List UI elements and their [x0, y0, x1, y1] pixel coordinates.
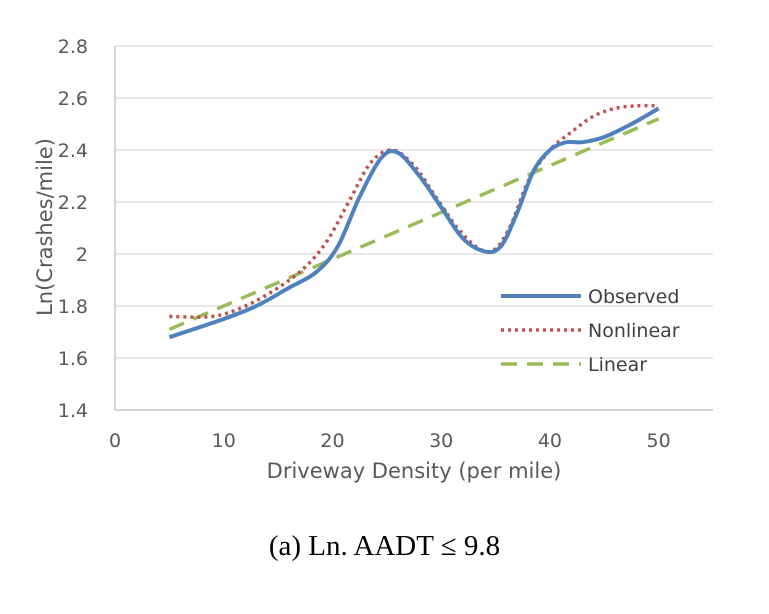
x-tick-labels: 0 10 20 30 40 50 [109, 430, 671, 452]
legend-label-observed: Observed [588, 286, 679, 308]
x-tick-label: 40 [538, 430, 562, 452]
y-tick-label: 1.6 [58, 348, 88, 370]
legend-label-linear: Linear [588, 354, 647, 376]
y-tick-label: 2.6 [58, 88, 88, 110]
y-tick-label: 2.4 [58, 140, 88, 162]
y-tick-label: 2.8 [58, 36, 88, 58]
series-line-nonlinear [169, 103, 659, 319]
x-tick-label: 30 [429, 430, 453, 452]
y-tick-label: 2.2 [58, 192, 88, 214]
series-line-linear [168, 117, 660, 332]
legend: Observed Nonlinear Linear [501, 286, 680, 376]
y-axis-title: Ln(Crashes/mile) [33, 138, 57, 316]
x-axis-title: Driveway Density (per mile) [267, 459, 562, 483]
series-line-observed [168, 106, 660, 340]
figure-caption: (a) Ln. AADT ≤ 9.8 [268, 530, 501, 562]
y-tick-label: 2 [76, 244, 88, 266]
gridlines [115, 45, 713, 359]
x-tick-label: 50 [647, 430, 671, 452]
line-chart: 1.4 1.6 1.8 2 2.2 2.4 2.6 2.8 0 10 20 30 40 50 Drive… [33, 36, 713, 483]
y-tick-labels: 1.4 1.6 1.8 2 2.2 2.4 2.6 2.8 [58, 36, 88, 422]
x-tick-label: 20 [320, 430, 344, 452]
legend-label-nonlinear: Nonlinear [588, 320, 680, 342]
x-tick-label: 10 [212, 430, 236, 452]
x-tick-label: 0 [109, 430, 121, 452]
y-tick-label: 1.4 [58, 400, 88, 422]
series-lines [168, 103, 660, 340]
y-tick-label: 1.8 [58, 296, 88, 318]
